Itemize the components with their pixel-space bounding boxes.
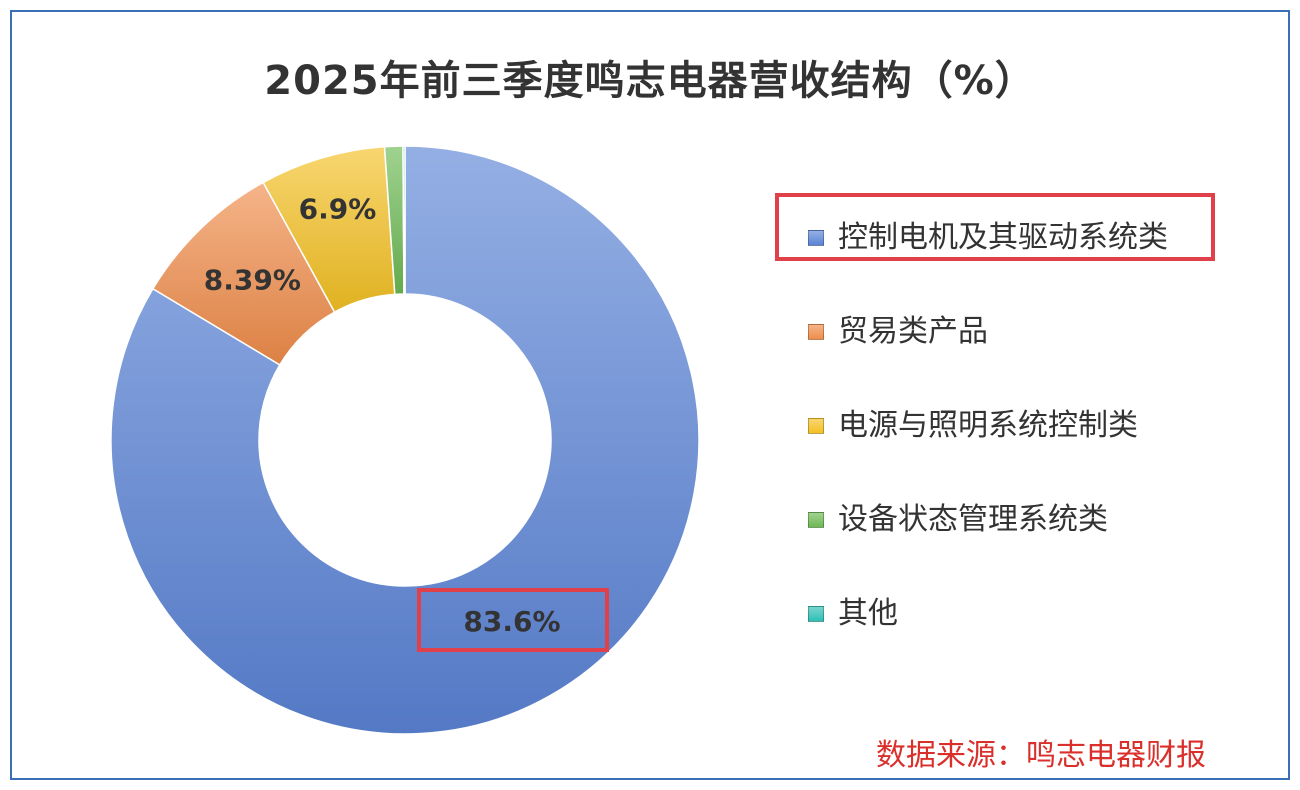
- chart-title: 2025年前三季度鸣志电器营收结构（%）: [264, 58, 1036, 104]
- value-highlight-box: [417, 588, 609, 652]
- source-note: 数据来源：鸣志电器财报: [876, 738, 1206, 773]
- legend-swatch: [808, 230, 824, 246]
- legend-swatch: [808, 324, 824, 340]
- legend-label: 设备状态管理系统类: [838, 502, 1108, 537]
- donut-slice-5: [402, 145, 406, 295]
- legend-label: 贸易类产品: [838, 314, 988, 349]
- legend-highlight-box: [775, 193, 1215, 261]
- legend-swatch: [808, 418, 824, 434]
- data-label-3: 6.9%: [299, 193, 377, 226]
- legend-label: 控制电机及其驱动系统类: [838, 220, 1168, 255]
- donut-slice-1: [110, 145, 700, 735]
- data-label-2: 8.39%: [204, 264, 301, 297]
- data-label-1: 83.6%: [463, 605, 560, 638]
- legend-label: 其他: [838, 596, 898, 631]
- legend-label: 电源与照明系统控制类: [838, 408, 1138, 443]
- legend-swatch: [808, 512, 824, 528]
- legend-swatch: [808, 606, 824, 622]
